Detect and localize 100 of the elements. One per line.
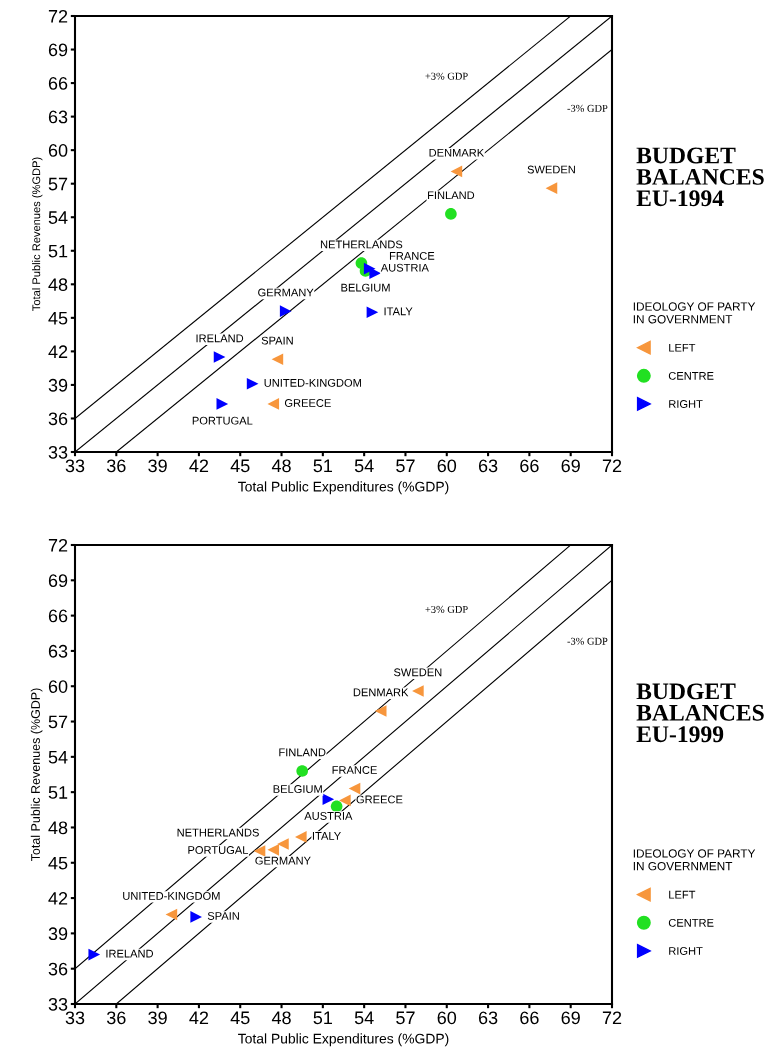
x-tick-label: 45 bbox=[230, 1011, 250, 1025]
annotation: NETHERLANDS bbox=[177, 828, 259, 837]
text: BUDGET BALANCES EU-1994 bbox=[636, 147, 764, 207]
point bbox=[348, 782, 361, 795]
x-tick-label: 48 bbox=[271, 459, 291, 473]
y-tick-label: 39 bbox=[48, 378, 68, 392]
annotation: PORTUGAL bbox=[192, 416, 253, 425]
annotation: SWEDEN bbox=[527, 165, 575, 174]
point bbox=[271, 353, 284, 366]
x-tick-label: 33 bbox=[65, 1011, 85, 1025]
annotation: AUSTRIA bbox=[304, 812, 353, 820]
y-tick-label: 33 bbox=[48, 445, 68, 459]
x-tick-label: 57 bbox=[396, 459, 415, 473]
point bbox=[267, 844, 280, 856]
x-tick-label: 51 bbox=[313, 459, 333, 473]
x-tick-label: 36 bbox=[106, 459, 126, 473]
annotation: NETHERLANDS bbox=[320, 240, 403, 249]
point bbox=[330, 800, 343, 813]
point bbox=[545, 182, 558, 194]
text: BUDGET BALANCES EU-1999 bbox=[636, 683, 764, 743]
x-tick-label: 60 bbox=[437, 1011, 457, 1025]
legend-label: CENTRE bbox=[668, 371, 714, 380]
annotation: SWEDEN bbox=[393, 668, 442, 677]
x-tick-label: 66 bbox=[520, 459, 539, 473]
point bbox=[277, 838, 289, 850]
y-tick-label: 51 bbox=[48, 786, 68, 799]
y-tick-label: 45 bbox=[48, 311, 68, 325]
y-tick-label: 39 bbox=[48, 927, 68, 941]
annotation: UNITED-KINGDOM bbox=[123, 891, 220, 900]
point bbox=[246, 378, 259, 390]
y-axis-title: Total Public Revenues (%GDP) bbox=[32, 157, 43, 311]
y-tick-label: 72 bbox=[48, 9, 68, 23]
y-tick-label: 69 bbox=[48, 574, 68, 588]
x-tick-label: 51 bbox=[313, 1011, 333, 1025]
y-tick-label: 66 bbox=[48, 609, 68, 623]
point bbox=[267, 398, 280, 410]
annotation: ITALY bbox=[384, 307, 413, 316]
y-tick-label: 42 bbox=[48, 892, 68, 905]
annotation: AUSTRIA bbox=[380, 263, 429, 272]
x-tick-label: 69 bbox=[561, 459, 580, 473]
y-tick-label: 51 bbox=[48, 244, 68, 258]
y-tick-label: 63 bbox=[48, 110, 68, 124]
legend-title: IDEOLOGY OF PARTY IN GOVERNMENT bbox=[633, 302, 756, 324]
y-tick-label: 54 bbox=[48, 211, 68, 224]
point bbox=[190, 911, 202, 923]
y-tick-label: 69 bbox=[48, 43, 68, 57]
x-tick-label: 57 bbox=[396, 1011, 415, 1025]
y-tick-label: 33 bbox=[48, 997, 68, 1011]
x-tick-label: 45 bbox=[230, 459, 250, 473]
x-tick-label: 72 bbox=[602, 1011, 622, 1025]
y-axis-title: Total Public Revenues (%GDP) bbox=[30, 688, 43, 862]
x-tick-label: 63 bbox=[478, 459, 498, 473]
point bbox=[322, 793, 335, 806]
annotation: PORTUGAL bbox=[188, 846, 249, 854]
annotation: IRELAND bbox=[106, 949, 154, 958]
annotation: UNITED-KINGDOM bbox=[264, 378, 361, 387]
x-axis-title: Total Public Expenditures (%GDP) bbox=[238, 481, 449, 495]
legend-title: IDEOLOGY OF PARTY IN GOVERNMENT bbox=[633, 849, 756, 871]
y-tick-label: 60 bbox=[48, 680, 68, 693]
point bbox=[88, 948, 101, 961]
legend-label: CENTRE bbox=[668, 918, 714, 927]
annotation: DENMARK bbox=[353, 688, 409, 697]
annotation: GERMANY bbox=[255, 856, 311, 865]
point bbox=[412, 685, 424, 697]
annotation: ITALY bbox=[312, 832, 341, 840]
legend-label: RIGHT bbox=[669, 400, 703, 408]
series-label: -3% GDP bbox=[567, 637, 608, 645]
x-tick-label: 72 bbox=[602, 459, 622, 473]
annotation: DENMARK bbox=[429, 148, 485, 157]
series-label: +3% GDP bbox=[425, 72, 468, 80]
x-tick-label: 60 bbox=[437, 459, 457, 473]
x-tick-label: 33 bbox=[65, 459, 85, 473]
y-tick-label: 57 bbox=[48, 715, 68, 729]
point bbox=[165, 908, 178, 921]
y-tick-label: 48 bbox=[48, 278, 68, 292]
point bbox=[366, 306, 379, 319]
y-tick-label: 63 bbox=[48, 644, 68, 658]
point bbox=[295, 831, 307, 843]
legend-label: LEFT bbox=[669, 890, 696, 899]
annotation: GERMANY bbox=[258, 288, 314, 297]
y-tick-label: 66 bbox=[48, 77, 68, 90]
x-tick-label: 42 bbox=[189, 1011, 209, 1025]
series-label: +3% GDP bbox=[425, 605, 468, 613]
annotation: GREECE bbox=[356, 795, 403, 804]
annotation: FRANCE bbox=[332, 766, 377, 774]
x-tick-label: 63 bbox=[478, 1011, 498, 1025]
legend-label: RIGHT bbox=[669, 947, 703, 955]
series-label: -3% GDP bbox=[567, 104, 608, 112]
y-tick-label: 48 bbox=[48, 821, 68, 835]
annotation: SPAIN bbox=[207, 912, 239, 920]
x-tick-label: 69 bbox=[561, 1011, 580, 1025]
y-tick-label: 42 bbox=[48, 345, 68, 358]
point bbox=[339, 794, 351, 807]
annotation: FINLAND bbox=[279, 748, 326, 757]
y-tick-label: 45 bbox=[48, 856, 68, 870]
x-tick-label: 39 bbox=[148, 1011, 167, 1025]
point bbox=[450, 165, 463, 178]
annotation: GREECE bbox=[284, 399, 331, 407]
annotation: BELGIUM bbox=[341, 283, 390, 292]
y-tick-label: 36 bbox=[48, 962, 68, 976]
